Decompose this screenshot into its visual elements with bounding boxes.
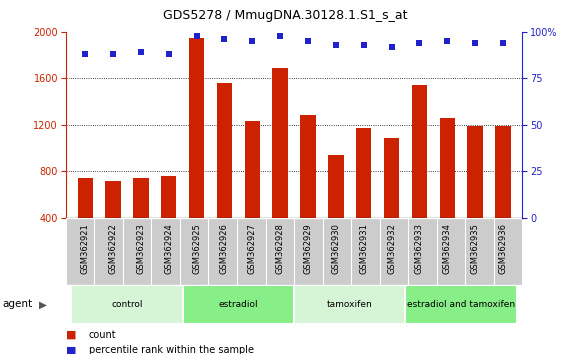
Text: control: control: [111, 300, 143, 309]
Bar: [78, 178, 93, 218]
Bar: [189, 38, 204, 218]
Text: GDS5278 / MmugDNA.30128.1.S1_s_at: GDS5278 / MmugDNA.30128.1.S1_s_at: [163, 9, 408, 22]
Text: GSM362936: GSM362936: [498, 223, 508, 274]
Bar: [384, 138, 399, 218]
Bar: [440, 118, 455, 218]
Text: agent: agent: [3, 299, 33, 309]
Point: [248, 38, 257, 44]
Text: GSM362931: GSM362931: [359, 223, 368, 274]
Text: GSM362930: GSM362930: [331, 223, 340, 274]
Point: [387, 44, 396, 50]
Point: [303, 38, 312, 44]
Text: GSM362928: GSM362928: [276, 223, 284, 274]
Text: GSM362922: GSM362922: [108, 223, 118, 274]
Bar: [294, 285, 405, 324]
Text: estradiol: estradiol: [219, 300, 258, 309]
Bar: [244, 121, 260, 218]
Text: GSM362926: GSM362926: [220, 223, 229, 274]
Bar: [356, 128, 371, 218]
Bar: [161, 176, 176, 218]
Text: ■: ■: [66, 330, 76, 339]
Bar: [217, 83, 232, 218]
Text: percentile rank within the sample: percentile rank within the sample: [89, 346, 254, 354]
Point: [192, 33, 201, 39]
Point: [220, 36, 229, 42]
Point: [108, 51, 118, 57]
Bar: [106, 181, 120, 218]
Point: [136, 50, 146, 55]
Point: [331, 42, 340, 48]
Text: GSM362935: GSM362935: [471, 223, 480, 274]
Text: estradiol and tamoxifen: estradiol and tamoxifen: [407, 300, 515, 309]
Text: GSM362929: GSM362929: [304, 223, 312, 274]
Point: [498, 40, 508, 46]
Bar: [133, 178, 148, 218]
Bar: [412, 85, 427, 218]
Text: ▶: ▶: [39, 299, 47, 309]
Bar: [71, 285, 183, 324]
Bar: [300, 115, 316, 218]
Text: GSM362925: GSM362925: [192, 223, 201, 274]
Point: [164, 51, 173, 57]
Point: [276, 33, 285, 39]
Point: [81, 51, 90, 57]
Text: GSM362924: GSM362924: [164, 223, 173, 274]
Bar: [468, 126, 482, 218]
Text: GSM362934: GSM362934: [443, 223, 452, 274]
Bar: [495, 126, 510, 218]
Point: [443, 38, 452, 44]
Text: count: count: [89, 330, 116, 339]
Text: tamoxifen: tamoxifen: [327, 300, 373, 309]
Bar: [328, 155, 344, 218]
Bar: [272, 68, 288, 218]
Point: [415, 40, 424, 46]
Text: ■: ■: [66, 346, 76, 354]
Text: GSM362923: GSM362923: [136, 223, 146, 274]
Point: [359, 42, 368, 48]
Text: GSM362933: GSM362933: [415, 223, 424, 274]
Bar: [405, 285, 517, 324]
Text: GSM362932: GSM362932: [387, 223, 396, 274]
Text: GSM362921: GSM362921: [81, 223, 90, 274]
Bar: [183, 285, 294, 324]
Text: GSM362927: GSM362927: [248, 223, 257, 274]
Point: [471, 40, 480, 46]
